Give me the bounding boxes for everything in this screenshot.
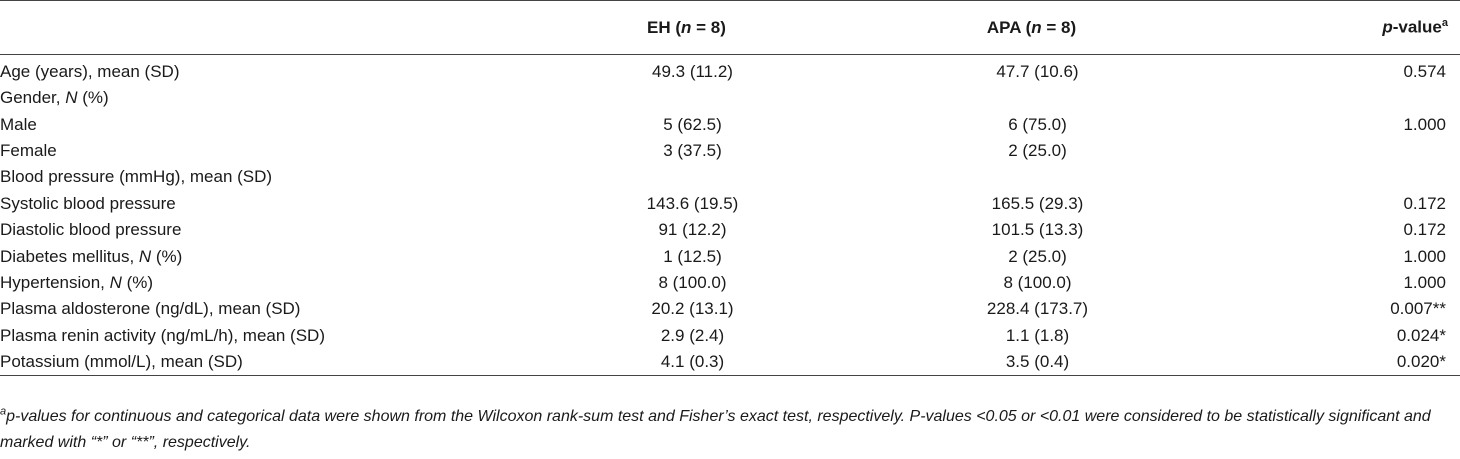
row-label: Plasma aldosterone (ng/dL), mean (SD) — [0, 296, 520, 322]
table-row: Systolic blood pressure 143.6 (19.5) 165… — [0, 191, 1460, 217]
row-label-text: Systolic blood pressure — [0, 193, 176, 213]
row-p-value: 0.172 — [1403, 193, 1446, 213]
row-label-text: Female — [0, 140, 57, 160]
row-eh-value: 2.9 (2.4) — [660, 325, 725, 345]
row-label-text: Male — [0, 114, 37, 134]
header-p-rest: -value — [1392, 17, 1442, 37]
row-apa-value: 3.5 (0.4) — [1005, 351, 1070, 371]
table-row: Diabetes mellitus, N (%) 1 (12.5) 2 (25.… — [0, 243, 1460, 269]
table-header: EH (n = 8) APA (n = 8) p-valuea — [0, 0, 1460, 55]
row-label: Age (years), mean (SD) — [0, 55, 520, 86]
row-label: Gender, N (%) — [0, 85, 520, 111]
row-label-after: (%) — [77, 88, 109, 108]
header-p-sup: a — [1441, 17, 1448, 30]
row-apa-value — [865, 164, 1210, 190]
row-apa-value: 6 (75.0) — [1008, 114, 1067, 134]
header-blank — [0, 1, 520, 55]
row-label-after: (%) — [121, 272, 154, 292]
row-p-value: 0.007** — [1390, 299, 1446, 319]
table-row: Potassium (mmol/L), mean (SD) 4.1 (0.3) … — [0, 349, 1460, 376]
row-p-value — [1210, 85, 1460, 111]
table-row: Plasma aldosterone (ng/dL), mean (SD) 20… — [0, 296, 1460, 322]
row-label-text: Hypertension, — [0, 272, 110, 292]
row-label-text: Blood pressure (mmHg), mean (SD) — [0, 167, 273, 187]
row-eh-value — [520, 85, 865, 111]
row-apa-value: 228.4 (173.7) — [986, 299, 1089, 319]
header-apa: APA (n = 8) — [865, 1, 1210, 55]
row-p-value — [1210, 138, 1460, 164]
row-label-text: Diastolic blood pressure — [0, 220, 182, 240]
table-row: Female 3 (37.5) 2 (25.0) — [0, 138, 1460, 164]
header-apa-n: n — [1031, 17, 1042, 37]
header-p-value: p-valuea — [1210, 1, 1460, 55]
row-label-italic: N — [109, 272, 122, 292]
header-eh-suffix: = 8) — [691, 17, 726, 37]
row-apa-value: 1.1 (1.8) — [1005, 325, 1070, 345]
row-p-value: 1.000 — [1403, 272, 1446, 292]
characteristics-table-container: EH (n = 8) APA (n = 8) p-valuea Age (yea… — [0, 0, 1460, 376]
row-label: Male — [0, 111, 520, 137]
characteristics-table: EH (n = 8) APA (n = 8) p-valuea Age (yea… — [0, 0, 1460, 376]
row-label-italic: N — [138, 246, 152, 266]
table-row: Blood pressure (mmHg), mean (SD) — [0, 164, 1460, 190]
header-eh: EH (n = 8) — [520, 1, 865, 55]
table-row: Male 5 (62.5) 6 (75.0) 1.000 — [0, 111, 1460, 137]
row-apa-value: 2 (25.0) — [1008, 140, 1067, 160]
row-eh-value — [520, 164, 865, 190]
header-eh-n: n — [681, 17, 692, 37]
row-label-after: (%) — [151, 246, 183, 266]
row-p-value: 0.172 — [1403, 220, 1446, 240]
row-apa-value: 165.5 (29.3) — [991, 193, 1084, 213]
row-label-text: Gender, — [0, 88, 66, 108]
row-label-text: Potassium (mmol/L), mean (SD) — [0, 351, 243, 371]
row-p-value: 0.574 — [1403, 62, 1446, 81]
row-eh-value: 5 (62.5) — [663, 114, 722, 134]
table-row: Diastolic blood pressure 91 (12.2) 101.5… — [0, 217, 1460, 243]
table-row: Gender, N (%) — [0, 85, 1460, 111]
footnote-text: p-values for continuous and categorical … — [0, 408, 1431, 451]
row-label: Systolic blood pressure — [0, 191, 520, 217]
row-eh-value: 20.2 (13.1) — [651, 299, 734, 319]
row-apa-value: 8 (100.0) — [1003, 272, 1072, 292]
row-p-value: 1.000 — [1403, 246, 1446, 266]
row-label-text: Age (years), mean (SD) — [0, 62, 180, 81]
header-row: EH (n = 8) APA (n = 8) p-valuea — [0, 0, 1460, 55]
row-apa-value: 2 (25.0) — [1008, 246, 1067, 266]
row-eh-value: 3 (37.5) — [663, 140, 722, 160]
row-eh-value: 143.6 (19.5) — [646, 193, 739, 213]
table-row: Plasma renin activity (ng/mL/h), mean (S… — [0, 323, 1460, 349]
header-p-italic: p — [1382, 17, 1393, 37]
row-eh-value: 49.3 (11.2) — [652, 62, 733, 81]
row-label: Hypertension, N (%) — [0, 270, 520, 296]
row-label: Diastolic blood pressure — [0, 217, 520, 243]
row-label: Blood pressure (mmHg), mean (SD) — [0, 164, 520, 190]
row-apa-value: 101.5 (13.3) — [991, 220, 1084, 240]
header-eh-prefix: EH ( — [647, 17, 682, 37]
row-label: Diabetes mellitus, N (%) — [0, 243, 520, 269]
row-label-text: Plasma renin activity (ng/mL/h), mean (S… — [0, 325, 325, 345]
header-apa-prefix: APA ( — [986, 17, 1032, 37]
footnote-superscript: a — [0, 405, 7, 418]
row-label-text: Plasma aldosterone (ng/dL), mean (SD) — [0, 299, 301, 319]
row-label-text: Diabetes mellitus, — [0, 246, 139, 266]
table-footnote: ap-values for continuous and categorical… — [0, 404, 1460, 456]
row-label: Potassium (mmol/L), mean (SD) — [0, 349, 520, 376]
row-p-value: 0.020* — [1396, 351, 1446, 371]
row-label: Plasma renin activity (ng/mL/h), mean (S… — [0, 323, 520, 349]
row-p-value: 1.000 — [1403, 114, 1446, 134]
row-p-value: 0.024* — [1396, 325, 1446, 345]
row-label-italic: N — [65, 88, 78, 108]
table-row: Age (years), mean (SD) 49.3 (11.2) 47.7 … — [0, 55, 1460, 86]
row-apa-value: 47.7 (10.6) — [996, 62, 1079, 81]
table-row: Hypertension, N (%) 8 (100.0) 8 (100.0) … — [0, 270, 1460, 296]
row-eh-value: 4.1 (0.3) — [660, 351, 725, 371]
row-eh-value: 1 (12.5) — [663, 246, 722, 266]
row-label: Female — [0, 138, 520, 164]
row-eh-value: 91 (12.2) — [658, 220, 727, 240]
header-apa-suffix: = 8) — [1041, 17, 1077, 37]
table-body: Age (years), mean (SD) 49.3 (11.2) 47.7 … — [0, 55, 1460, 376]
row-apa-value — [865, 85, 1210, 111]
row-eh-value: 8 (100.0) — [658, 272, 727, 292]
row-p-value — [1210, 164, 1460, 190]
